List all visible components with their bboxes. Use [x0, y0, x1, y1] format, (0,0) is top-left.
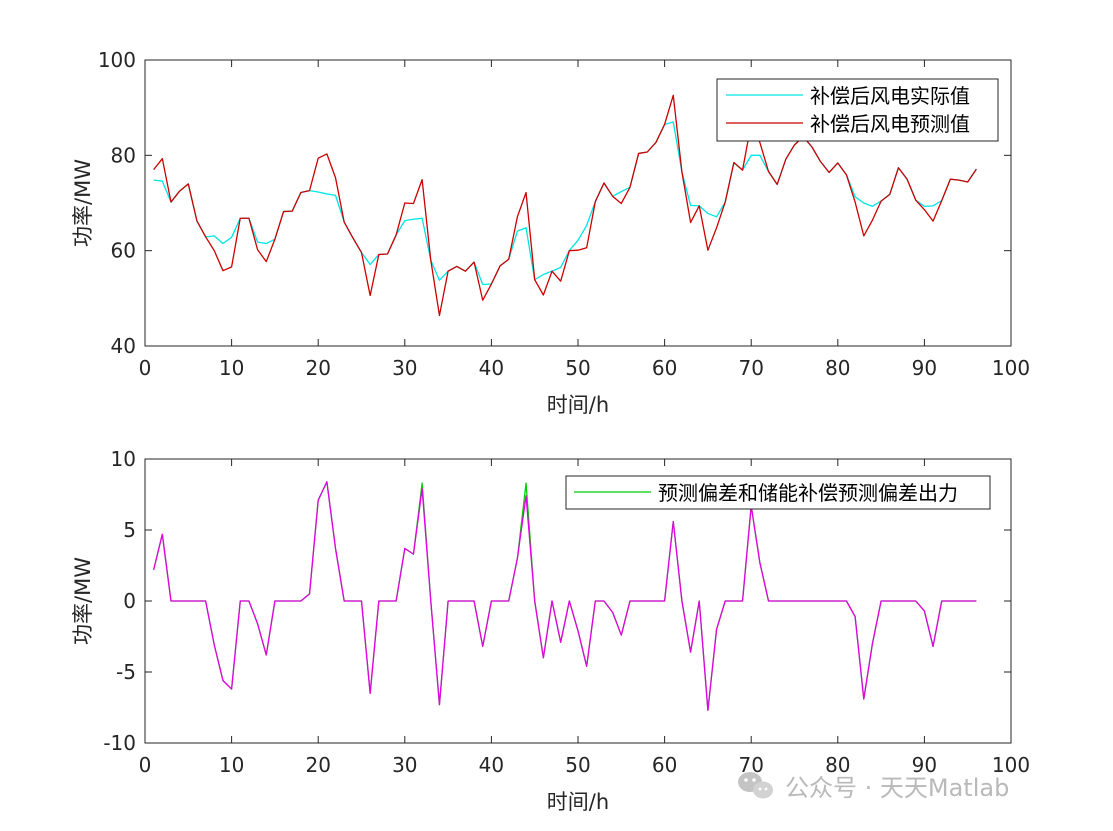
- series-line-0-1: [153, 94, 977, 317]
- y-tick-label: 80: [111, 143, 136, 167]
- x-tick-label: 80: [825, 753, 850, 777]
- x-tick-label: 50: [565, 753, 590, 777]
- ticks-top: 0 10 20 30 40 50 60 70 80 90 100 40 60 80 100: [98, 48, 1030, 380]
- x-tick-label: 0: [139, 753, 152, 777]
- x-tick-label: 70: [738, 356, 763, 380]
- series-bottom: [153, 481, 977, 711]
- x-tick-label: 20: [305, 356, 330, 380]
- y-tick-label: 10: [111, 447, 136, 471]
- x-tick-label: 90: [912, 753, 937, 777]
- watermark: 公众号 · 天天Matlab: [738, 772, 1009, 802]
- x-tick-label: 100: [992, 356, 1030, 380]
- y-tick-label: 0: [123, 589, 136, 613]
- y-tick-label: 60: [111, 239, 136, 263]
- x-tick-label: 20: [305, 753, 330, 777]
- x-axis-label-top: 时间/h: [547, 393, 609, 417]
- y-tick-label: -5: [116, 660, 136, 684]
- y-tick-label: -10: [103, 731, 136, 755]
- legend-box-top: [716, 78, 999, 142]
- wechat-icon: [738, 772, 773, 799]
- x-tick-label: 40: [479, 356, 504, 380]
- watermark-text: 公众号 · 天天Matlab: [785, 774, 1009, 802]
- y-axis-label-bottom: 功率/MW: [71, 557, 95, 645]
- x-tick-label: 10: [219, 753, 244, 777]
- legend-label-forecast: 补偿后风电预测值: [810, 112, 970, 136]
- x-tick-label: 100: [992, 753, 1030, 777]
- x-tick-label: 80: [825, 356, 850, 380]
- x-axis-label-bottom: 时间/h: [547, 790, 609, 814]
- legend-bottom: 预测偏差和储能补偿预测偏差出力: [565, 475, 991, 510]
- x-tick-label: 10: [219, 356, 244, 380]
- x-tick-label: 30: [392, 356, 417, 380]
- x-tick-label: 60: [652, 753, 677, 777]
- y-tick-label: 40: [111, 334, 136, 358]
- x-tick-label: 40: [479, 753, 504, 777]
- legend-top: 补偿后风电实际值 补偿后风电预测值: [716, 78, 999, 142]
- series-top: [153, 94, 977, 317]
- chart-top: 0 10 20 30 40 50 60 70 80 90 100 40 60 80 100 时间/h 功率/…: [71, 48, 1030, 417]
- x-tick-label: 50: [565, 356, 590, 380]
- series-line-1-1: [153, 481, 977, 711]
- y-tick-label: 5: [123, 518, 136, 542]
- x-tick-label: 30: [392, 753, 417, 777]
- x-tick-label: 60: [652, 356, 677, 380]
- x-tick-label: 90: [912, 356, 937, 380]
- x-tick-label: 0: [139, 356, 152, 380]
- legend-label-deviation: 预测偏差和储能补偿预测偏差出力: [658, 481, 958, 505]
- y-tick-label: 100: [98, 48, 136, 72]
- y-axis-label-top: 功率/MW: [71, 159, 95, 247]
- legend-label-actual: 补偿后风电实际值: [810, 84, 970, 108]
